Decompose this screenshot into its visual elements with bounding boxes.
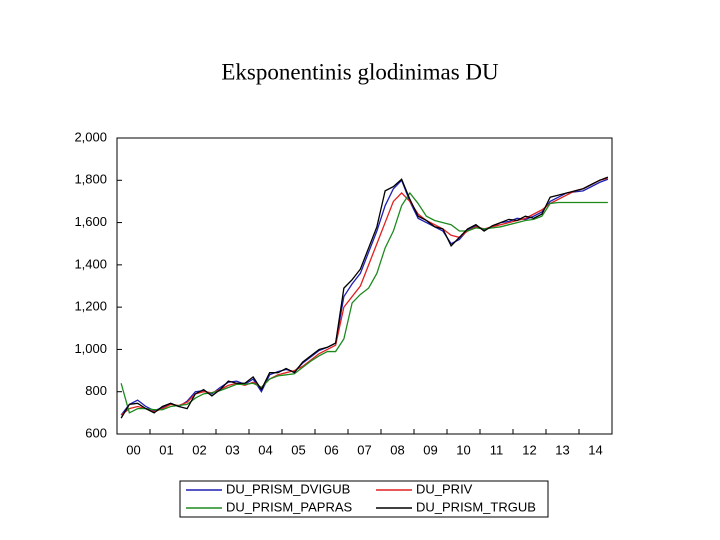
x-tick-label: 06 [324,442,338,457]
y-tick-label: 1,000 [74,341,107,356]
x-tick-label: 04 [258,442,272,457]
x-tick-label: 05 [291,442,305,457]
series-line [120,178,609,416]
x-tick-label: 10 [456,442,470,457]
x-tick-label: 12 [522,442,536,457]
x-tick-label: 08 [390,442,404,457]
y-tick-label: 1,200 [74,299,107,314]
x-tick-label: 03 [225,442,239,457]
x-tick-label: 14 [588,442,602,457]
series-line [120,176,609,419]
y-tick-label: 1,800 [74,172,107,187]
legend-label: DU_PRIV [416,481,473,496]
legend-label: DU_PRISM_DVIGUB [226,481,350,496]
legend-box [179,480,549,518]
y-tick-label: 600 [85,425,107,440]
x-tick-label: 01 [159,442,173,457]
y-tick-label: 1,600 [74,214,107,229]
x-tick-label: 00 [126,442,140,457]
x-tick-label: 07 [357,442,371,457]
x-tick-label: 13 [555,442,569,457]
x-tick-label: 02 [192,442,206,457]
y-tick-label: 800 [85,383,107,398]
x-tick-label: 09 [423,442,437,457]
series-line [120,177,609,416]
chart-title: Eksponentinis glodinimas DU [221,59,499,84]
plot-frame [116,137,613,435]
x-tick-label: 11 [490,442,504,457]
series-line [120,191,608,414]
legend-label: DU_PRISM_TRGUB [416,499,536,514]
y-tick-label: 1,400 [74,256,107,271]
y-tick-label: 2,000 [74,129,107,144]
legend-label: DU_PRISM_PAPRAS [226,499,353,514]
